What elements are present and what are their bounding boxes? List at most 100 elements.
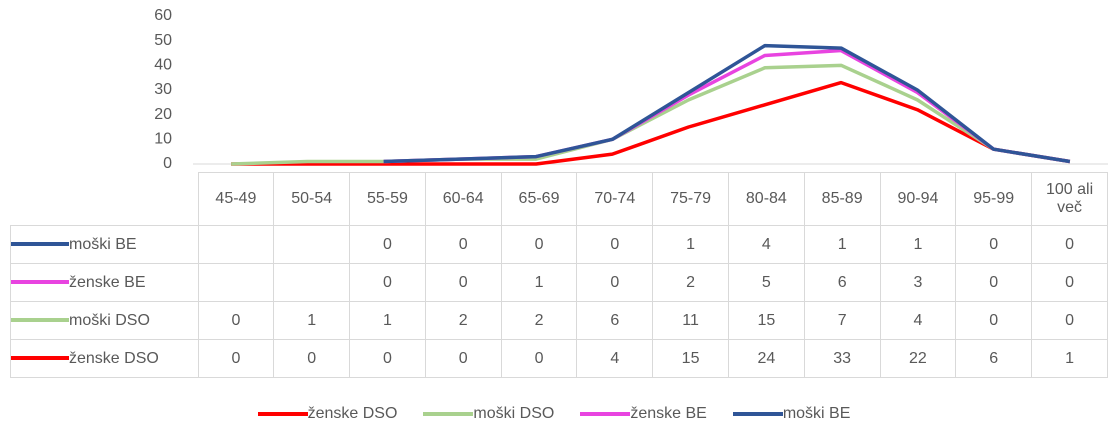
legend-key	[11, 280, 69, 285]
table-value: 1	[273, 301, 351, 340]
table-value: 4	[879, 301, 957, 340]
legend-label: ženske BE	[630, 405, 707, 422]
y-tick-label: 40	[154, 57, 172, 74]
table-value: 0	[500, 339, 578, 378]
category-label: 85-89	[803, 172, 881, 226]
category-label: 50-54	[273, 172, 351, 226]
table-value: 15	[727, 301, 805, 340]
table-value: 0	[955, 301, 1033, 340]
table-value: 0	[349, 339, 426, 378]
legend: ženske DSO moški DSO ženske BE moški BE	[0, 405, 1108, 423]
table-value: 0	[273, 339, 351, 378]
y-tick-label: 60	[154, 7, 172, 24]
table-value: 4	[576, 339, 654, 378]
table-value: 6	[955, 339, 1033, 378]
y-tick-label: 30	[154, 81, 172, 98]
table-value: 0	[1031, 225, 1108, 264]
row-label: moški BE	[10, 225, 199, 264]
legend-key	[732, 411, 783, 416]
table-value: 33	[803, 339, 881, 378]
series-line	[231, 80, 1071, 166]
table-value: 0	[576, 263, 654, 302]
legend-item: moški BE	[732, 405, 851, 423]
legend-key	[423, 411, 474, 416]
table-value	[197, 263, 275, 302]
table-value: 2	[500, 301, 578, 340]
table-value: 0	[424, 339, 502, 378]
y-tick-label: 0	[163, 155, 172, 172]
category-label: 65-69	[500, 172, 578, 226]
legend-label: moški DSO	[473, 405, 555, 422]
table-value: 0	[576, 225, 654, 264]
table-row: moški DSO 0 1 1 2 2 6 11 15 7 4 0 0	[10, 301, 1108, 340]
table-value	[273, 225, 351, 264]
table-value: 6	[803, 263, 881, 302]
legend-key	[11, 356, 69, 361]
y-tick-label: 10	[154, 131, 172, 148]
table-value: 7	[803, 301, 881, 340]
series-line	[383, 43, 1071, 164]
category-label: 75-79	[652, 172, 729, 226]
table-row: ženske DSO 0 0 0 0 0 4 15 24 33 22 6 1	[10, 339, 1108, 378]
table-value: 6	[576, 301, 654, 340]
row-label: moški DSO	[10, 301, 199, 340]
table-header: 45-49 50-54 55-59 60-64 65-69 70-74 75-79 80-84…	[10, 172, 1108, 226]
category-label: 60-64	[424, 172, 502, 226]
table-value: 15	[652, 339, 729, 378]
row-name: ženske BE	[69, 273, 146, 291]
category-label: 100 ali več	[1031, 172, 1108, 226]
table-row: ženske BE 0 0 1 0 2 5 6 3 0 0	[10, 263, 1108, 302]
table-row: moški BE 0 0 0 0 1 4 1 1 0 0	[10, 225, 1108, 264]
table-value: 11	[652, 301, 729, 340]
table-corner	[10, 172, 198, 226]
legend-label: moški BE	[782, 405, 851, 422]
row-label: ženske DSO	[10, 339, 199, 378]
row-label: ženske BE	[10, 263, 199, 302]
table-value: 0	[424, 263, 502, 302]
table-value: 1	[500, 263, 578, 302]
table-value: 2	[652, 263, 729, 302]
table-value: 24	[727, 339, 805, 378]
legend-label: ženske DSO	[307, 405, 398, 422]
table-value: 0	[197, 301, 275, 340]
category-label: 90-94	[879, 172, 957, 226]
table-value: 1	[803, 225, 881, 264]
table-value: 1	[879, 225, 957, 264]
table-value: 0	[349, 263, 426, 302]
table-value: 0	[1031, 263, 1108, 302]
table-value: 0	[1031, 301, 1108, 340]
table-value: 1	[349, 301, 426, 340]
table-value: 5	[727, 263, 805, 302]
table-value: 4	[727, 225, 805, 264]
table-value: 0	[955, 263, 1033, 302]
row-name: moški DSO	[69, 311, 150, 329]
legend-item: ženske BE	[580, 405, 707, 423]
data-table: 45-49 50-54 55-59 60-64 65-69 70-74 75-79 80-84…	[10, 172, 1108, 378]
y-tick-label: 20	[154, 106, 172, 123]
table-value: 0	[500, 225, 578, 264]
table-value: 3	[879, 263, 957, 302]
row-name: ženske DSO	[69, 349, 159, 367]
row-name: moški BE	[69, 235, 137, 253]
table-value: 1	[652, 225, 729, 264]
category-label: 45-49	[197, 172, 275, 226]
table-value: 0	[424, 225, 502, 264]
table-value: 0	[955, 225, 1033, 264]
table-value: 0	[197, 339, 275, 378]
category-label: 55-59	[349, 172, 426, 226]
category-label: 95-99	[955, 172, 1033, 226]
legend-key	[580, 411, 631, 416]
series-line	[231, 63, 1071, 166]
table-value	[273, 263, 351, 302]
y-tick-label: 50	[154, 32, 172, 49]
legend-key	[11, 318, 69, 323]
legend-key	[257, 411, 308, 416]
category-label: 80-84	[727, 172, 805, 226]
category-label: 70-74	[576, 172, 654, 226]
table-value: 2	[424, 301, 502, 340]
legend-item: ženske DSO	[257, 405, 398, 423]
legend-key	[11, 242, 69, 247]
table-value: 1	[1031, 339, 1108, 378]
